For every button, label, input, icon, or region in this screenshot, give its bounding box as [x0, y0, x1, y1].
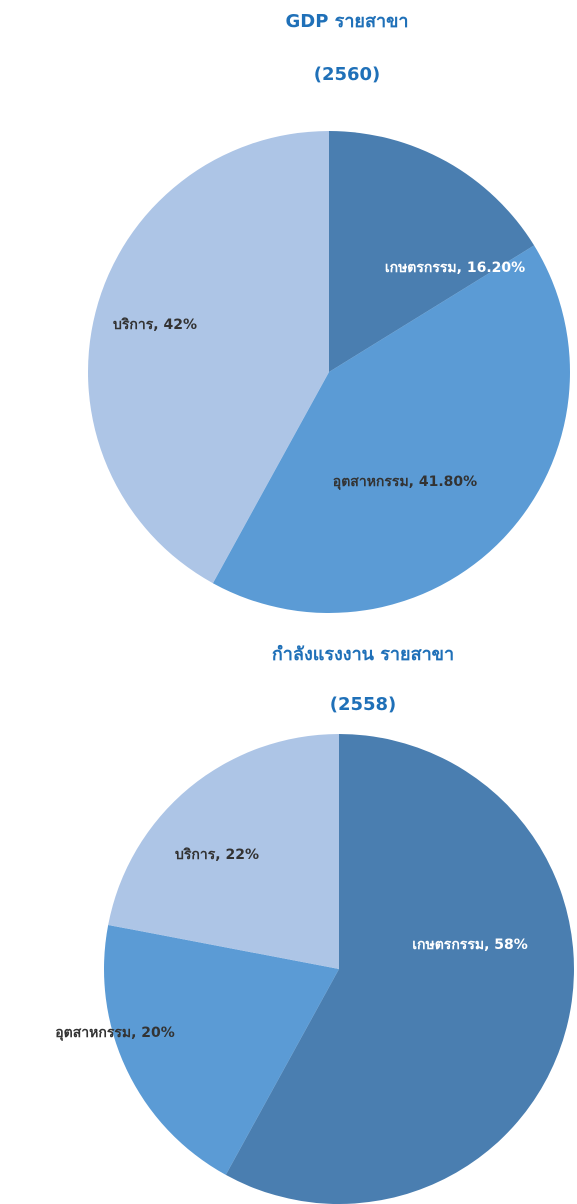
pie-slice — [88, 131, 329, 584]
chart-title: กำลังแรงงาน รายสาขา — [272, 644, 454, 665]
data-label: บริการ, 42% — [113, 317, 197, 333]
data-label: บริการ, 22% — [175, 847, 259, 863]
chart-subtitle: (2558) — [330, 694, 397, 715]
data-label: เกษตรกรรม, 16.20% — [385, 260, 525, 276]
pie-slice — [329, 131, 535, 372]
chart-title: GDP รายสาขา — [285, 11, 408, 32]
pie-slice — [212, 245, 570, 613]
data-label: อุตสาหกรรม, 41.80% — [333, 474, 477, 490]
chart-subtitle: (2560) — [314, 64, 381, 85]
data-label: เกษตรกรรม, 58% — [412, 937, 528, 953]
pie-slice — [225, 734, 574, 1204]
data-label: อุตสาหกรรม, 20% — [55, 1025, 175, 1041]
pie-slice — [103, 924, 339, 1175]
pie-slice — [108, 734, 339, 969]
